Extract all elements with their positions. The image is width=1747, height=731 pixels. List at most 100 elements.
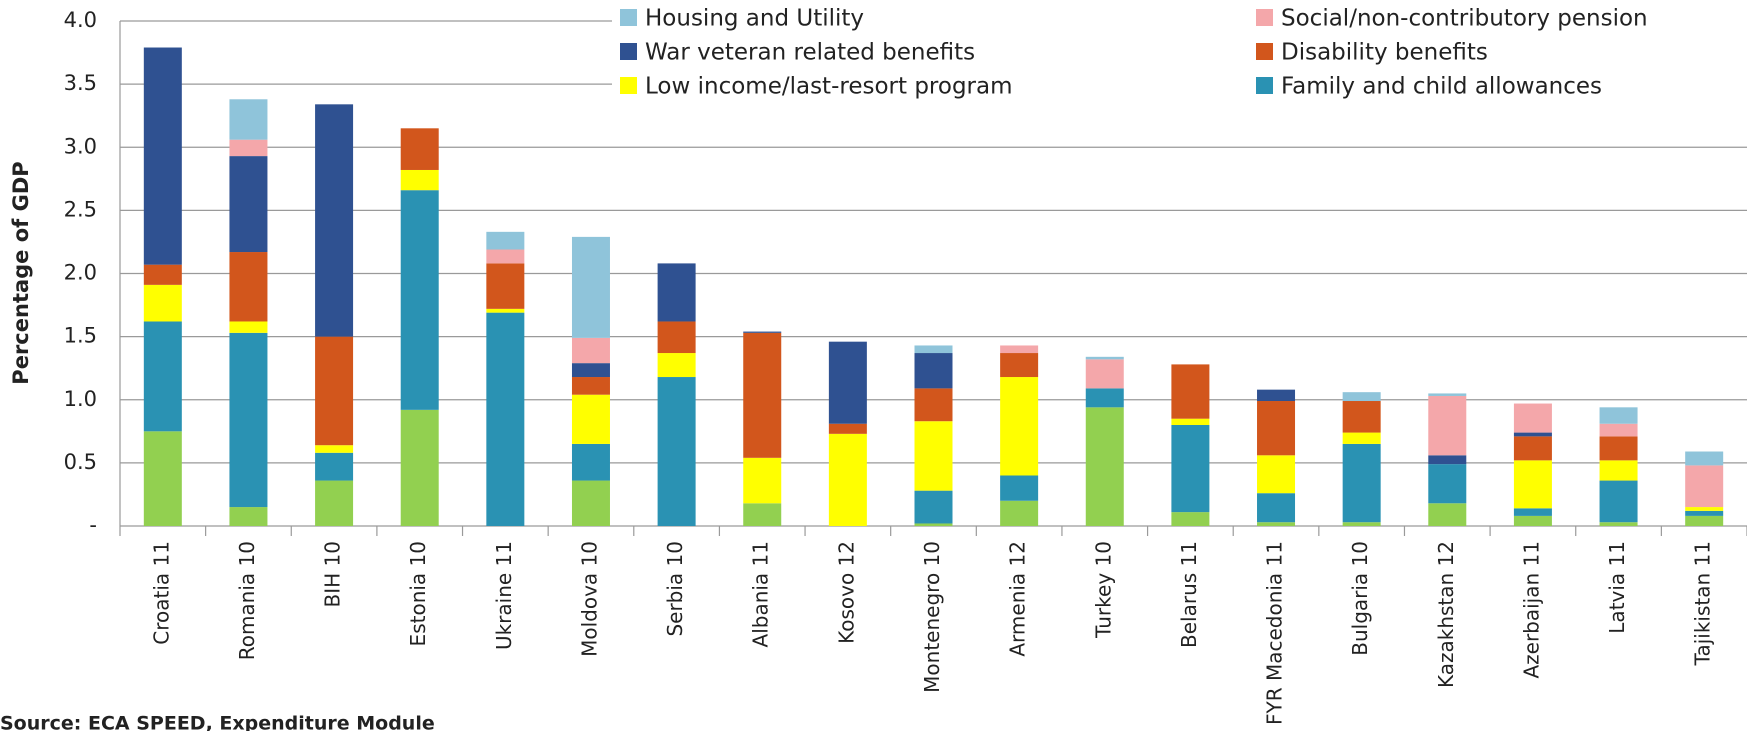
bar-segment bbox=[828, 433, 867, 526]
legend-swatch bbox=[620, 77, 637, 94]
x-tick-label: Montenegro 10 bbox=[920, 541, 944, 693]
bar-segment bbox=[1000, 475, 1039, 501]
bar-segment bbox=[486, 231, 525, 250]
bar-segment bbox=[743, 503, 782, 526]
bar-segment bbox=[315, 480, 354, 526]
legend-swatch bbox=[620, 9, 637, 26]
bar-segment bbox=[1685, 465, 1724, 508]
x-tick-label: Kazakhstan 12 bbox=[1434, 541, 1458, 688]
bar-segment bbox=[1257, 493, 1296, 523]
bar-segment bbox=[571, 394, 610, 444]
x-tick-label: Latvia 11 bbox=[1605, 541, 1629, 634]
x-tick-label: Belarus 11 bbox=[1177, 541, 1201, 648]
bar-segment bbox=[1599, 460, 1638, 481]
bar-segment bbox=[1171, 364, 1210, 419]
bar-segment bbox=[1085, 388, 1124, 408]
bar-segment bbox=[914, 388, 953, 422]
bar-segment bbox=[1428, 464, 1467, 504]
y-tick-label: 1.0 bbox=[64, 387, 97, 411]
bar-segment bbox=[400, 190, 439, 410]
y-tick-label: 2.5 bbox=[64, 197, 97, 221]
bar-segment bbox=[914, 523, 953, 526]
bar-segment bbox=[1599, 480, 1638, 523]
legend-label: Social/non-contributory pension bbox=[1281, 6, 1648, 32]
legend-label: War veteran related benefits bbox=[645, 40, 975, 66]
bar-segment bbox=[571, 377, 610, 395]
bar-segment bbox=[1171, 512, 1210, 526]
bar-segment bbox=[229, 332, 268, 508]
bar-segment bbox=[143, 47, 182, 265]
bar-segment bbox=[229, 99, 268, 140]
bar-segment bbox=[486, 249, 525, 264]
bar-segment bbox=[657, 263, 696, 322]
bar-segment bbox=[657, 353, 696, 378]
bar-segment bbox=[743, 331, 782, 333]
x-tick-label: Turkey 10 bbox=[1091, 541, 1115, 639]
x-tick-label: FYR Macedonia 11 bbox=[1263, 541, 1287, 725]
legend-background bbox=[612, 0, 1747, 102]
bar-segment bbox=[1342, 443, 1381, 523]
bar-segment bbox=[657, 321, 696, 354]
x-tick-label: Bulgaria 10 bbox=[1348, 541, 1372, 656]
bar-segment bbox=[743, 332, 782, 458]
bar-segment bbox=[1599, 522, 1638, 526]
x-tick-label: Kosovo 12 bbox=[834, 541, 858, 644]
y-tick-label: 0.5 bbox=[64, 450, 97, 474]
bar-segment bbox=[1513, 436, 1552, 461]
y-tick-label: 1.5 bbox=[64, 324, 97, 348]
bar-segment bbox=[1513, 508, 1552, 516]
bar-segment bbox=[1342, 522, 1381, 526]
bar-segment bbox=[1428, 503, 1467, 526]
bar-segment bbox=[315, 104, 354, 337]
bar-segment bbox=[400, 128, 439, 170]
bar-segment bbox=[229, 252, 268, 322]
bar-segment bbox=[229, 156, 268, 253]
x-tick-label: Croatia 11 bbox=[149, 541, 173, 645]
bar-segment bbox=[1257, 522, 1296, 526]
bar-segment bbox=[1599, 407, 1638, 424]
bar-segment bbox=[1428, 395, 1467, 456]
x-tick-label: Azerbaijan 11 bbox=[1519, 541, 1543, 679]
y-tick-label: 3.5 bbox=[64, 71, 97, 95]
bar-segment bbox=[571, 337, 610, 364]
bar-segment bbox=[315, 445, 354, 453]
legend-swatch bbox=[620, 43, 637, 60]
source-note: Source: ECA SPEED, Expenditure Module bbox=[0, 713, 435, 731]
y-tick-label: 2.0 bbox=[64, 261, 97, 285]
bar-segment bbox=[828, 423, 867, 434]
bar-segment bbox=[1257, 455, 1296, 494]
bar-segment bbox=[1342, 392, 1381, 402]
bar-segment bbox=[1342, 401, 1381, 433]
bar-segment bbox=[315, 452, 354, 481]
bar-segment bbox=[143, 284, 182, 322]
bar-segment bbox=[1257, 401, 1296, 456]
bar-segment bbox=[1685, 510, 1724, 516]
bar-segment bbox=[486, 312, 525, 526]
bar-segment bbox=[1599, 423, 1638, 437]
bar-segment bbox=[1513, 403, 1552, 433]
bar-segment bbox=[229, 139, 268, 157]
bar-segment bbox=[1085, 359, 1124, 389]
legend-label: Low income/last-resort program bbox=[645, 74, 1013, 100]
bar-segment bbox=[1685, 451, 1724, 466]
bar-segment bbox=[571, 363, 610, 378]
bar-segment bbox=[1685, 507, 1724, 511]
bar-segment bbox=[1513, 515, 1552, 526]
x-tick-label: Armenia 12 bbox=[1006, 541, 1030, 657]
bar-segment bbox=[914, 421, 953, 491]
bar-segment bbox=[571, 443, 610, 481]
x-tick-label: Albania 11 bbox=[749, 541, 773, 647]
bar-segment bbox=[1685, 515, 1724, 526]
y-axis-label: Percentage of GDP bbox=[9, 161, 33, 384]
bar-segment bbox=[1428, 393, 1467, 396]
bar-segment bbox=[400, 169, 439, 191]
bar-segment bbox=[486, 263, 525, 309]
bar-segment bbox=[143, 264, 182, 285]
legend-swatch bbox=[1256, 9, 1273, 26]
bar-segment bbox=[1085, 407, 1124, 526]
legend-label: Disability benefits bbox=[1281, 40, 1488, 66]
x-tick-label: Serbia 10 bbox=[663, 541, 687, 637]
bar-segment bbox=[229, 507, 268, 526]
bar-segment bbox=[571, 480, 610, 526]
bar-segment bbox=[1085, 356, 1124, 360]
